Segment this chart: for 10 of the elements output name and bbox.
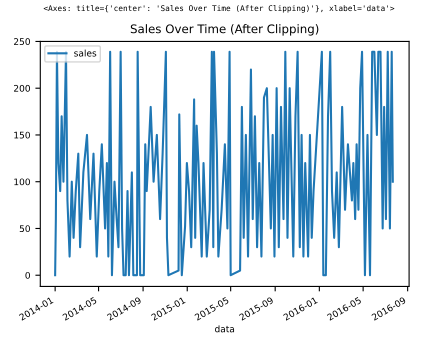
y-tick-label: 100 — [14, 178, 30, 186]
y-tick-label: 50 — [20, 225, 30, 232]
y-tick-label: 250 — [14, 38, 30, 46]
x-axis-title: data — [215, 325, 234, 332]
line-series — [54, 50, 394, 276]
y-tick-label: 150 — [14, 132, 30, 139]
chart-title: Sales Over Time (After Clipping) — [130, 24, 318, 36]
legend-label: sales — [74, 50, 96, 57]
y-tick-label: 200 — [14, 84, 30, 92]
y-tick-label: 0 — [25, 272, 30, 279]
